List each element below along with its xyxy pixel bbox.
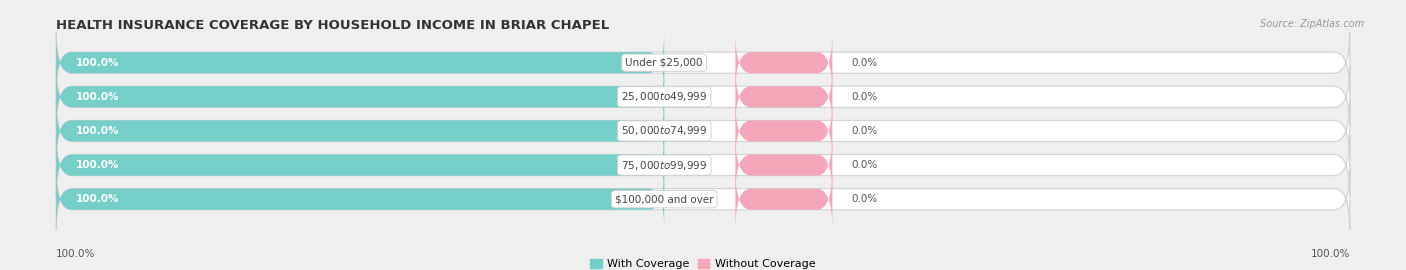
FancyBboxPatch shape bbox=[56, 135, 664, 195]
Text: $25,000 to $49,999: $25,000 to $49,999 bbox=[621, 90, 707, 103]
FancyBboxPatch shape bbox=[56, 66, 664, 127]
Legend: With Coverage, Without Coverage: With Coverage, Without Coverage bbox=[586, 255, 820, 270]
Text: 100.0%: 100.0% bbox=[76, 58, 120, 68]
Text: 0.0%: 0.0% bbox=[852, 92, 877, 102]
Text: $100,000 and over: $100,000 and over bbox=[614, 194, 713, 204]
FancyBboxPatch shape bbox=[735, 135, 832, 195]
Text: $75,000 to $99,999: $75,000 to $99,999 bbox=[621, 158, 707, 171]
Text: 0.0%: 0.0% bbox=[852, 160, 877, 170]
FancyBboxPatch shape bbox=[56, 169, 664, 230]
Text: $50,000 to $74,999: $50,000 to $74,999 bbox=[621, 124, 707, 137]
FancyBboxPatch shape bbox=[735, 66, 832, 127]
Text: Under $25,000: Under $25,000 bbox=[626, 58, 703, 68]
Text: 0.0%: 0.0% bbox=[852, 194, 877, 204]
FancyBboxPatch shape bbox=[56, 100, 664, 161]
Text: 100.0%: 100.0% bbox=[1310, 249, 1350, 259]
FancyBboxPatch shape bbox=[735, 169, 832, 230]
FancyBboxPatch shape bbox=[56, 100, 1350, 161]
Text: 100.0%: 100.0% bbox=[76, 126, 120, 136]
Text: HEALTH INSURANCE COVERAGE BY HOUSEHOLD INCOME IN BRIAR CHAPEL: HEALTH INSURANCE COVERAGE BY HOUSEHOLD I… bbox=[56, 19, 609, 32]
FancyBboxPatch shape bbox=[56, 66, 1350, 127]
FancyBboxPatch shape bbox=[56, 169, 1350, 230]
Text: 0.0%: 0.0% bbox=[852, 58, 877, 68]
FancyBboxPatch shape bbox=[56, 135, 1350, 195]
Text: 100.0%: 100.0% bbox=[76, 194, 120, 204]
Text: 0.0%: 0.0% bbox=[852, 126, 877, 136]
FancyBboxPatch shape bbox=[56, 32, 1350, 93]
Text: 100.0%: 100.0% bbox=[56, 249, 96, 259]
FancyBboxPatch shape bbox=[735, 100, 832, 161]
Text: Source: ZipAtlas.com: Source: ZipAtlas.com bbox=[1260, 19, 1364, 29]
Text: 100.0%: 100.0% bbox=[76, 92, 120, 102]
Text: 100.0%: 100.0% bbox=[76, 160, 120, 170]
FancyBboxPatch shape bbox=[56, 32, 664, 93]
FancyBboxPatch shape bbox=[735, 32, 832, 93]
